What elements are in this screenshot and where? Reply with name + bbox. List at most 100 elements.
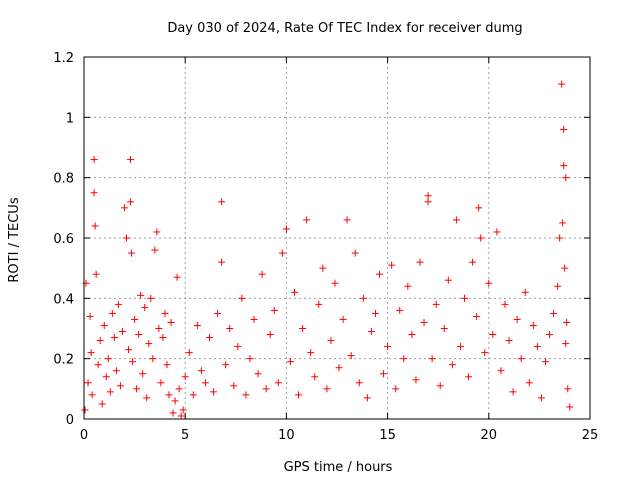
data-point (84, 379, 92, 387)
data-point (489, 331, 497, 339)
data-point (559, 219, 567, 227)
data-point (214, 309, 222, 317)
data-point (452, 216, 460, 224)
data-point (81, 406, 89, 414)
data-point (475, 204, 483, 212)
data-point (404, 282, 412, 290)
data-point (151, 246, 159, 254)
data-point (173, 273, 181, 281)
y-tick-label: 0.8 (53, 172, 74, 187)
data-point (550, 309, 558, 317)
data-point (380, 370, 388, 378)
data-point (343, 216, 351, 224)
data-point (181, 373, 189, 381)
data-point (147, 294, 155, 302)
data-point (554, 282, 562, 290)
data-point (129, 358, 137, 366)
data-point (564, 385, 572, 393)
data-point (210, 388, 218, 396)
data-point (86, 312, 94, 320)
data-point (436, 382, 444, 390)
x-tick-label: 10 (278, 428, 295, 443)
data-point (274, 379, 282, 387)
y-tick-label: 0.4 (53, 292, 74, 307)
data-point (92, 270, 100, 278)
data-point (432, 300, 440, 308)
data-point (234, 343, 242, 351)
data-point (408, 331, 416, 339)
data-point (465, 373, 473, 381)
data-point (127, 198, 135, 206)
data-point (440, 325, 448, 332)
data-point (363, 394, 371, 402)
data-point (88, 391, 96, 399)
data-point (90, 189, 98, 197)
data-point (238, 294, 246, 302)
data-point (473, 312, 481, 320)
data-point (159, 334, 167, 342)
data-point (179, 406, 187, 414)
data-point (193, 321, 201, 329)
x-axis-label: GPS time / hours (284, 460, 393, 475)
x-tick-label: 0 (80, 428, 88, 443)
data-point (400, 355, 408, 363)
data-point (286, 358, 294, 366)
data-point (558, 80, 566, 88)
data-point (278, 249, 286, 257)
data-point (127, 156, 135, 164)
data-point (513, 315, 521, 323)
data-point (485, 279, 493, 287)
data-point (355, 379, 363, 387)
data-point (448, 361, 456, 369)
data-point (525, 379, 533, 387)
data-point (118, 328, 126, 336)
data-point (493, 228, 501, 236)
x-tick-label: 20 (481, 428, 498, 443)
data-point (163, 361, 171, 369)
data-point (556, 234, 564, 242)
data-point (412, 376, 420, 384)
data-point (290, 288, 298, 296)
data-point (96, 337, 104, 345)
data-point (359, 294, 367, 302)
data-point (242, 391, 250, 399)
data-point (104, 355, 112, 363)
grid-lines (84, 57, 590, 419)
data-point (562, 340, 570, 348)
data-point (169, 409, 177, 417)
data-point (125, 346, 133, 354)
data-point (315, 300, 323, 308)
data-point (222, 361, 230, 369)
data-point (392, 385, 400, 393)
data-point (323, 385, 331, 393)
data-point (319, 264, 327, 272)
data-point (246, 355, 254, 363)
data-point (108, 309, 116, 317)
data-point (505, 337, 513, 345)
data-point (299, 325, 307, 332)
data-point (560, 162, 568, 170)
y-tick-label: 0.6 (53, 232, 74, 247)
data-point (307, 349, 315, 357)
data-point (153, 228, 161, 236)
data-point (367, 328, 375, 336)
data-point (566, 403, 574, 411)
data-point (254, 370, 262, 378)
x-tick-label: 15 (379, 428, 396, 443)
data-point (416, 258, 424, 266)
data-point (165, 391, 173, 399)
data-point (155, 325, 163, 332)
data-point (295, 391, 303, 399)
data-point (167, 318, 175, 326)
data-point (456, 343, 464, 351)
data-point (226, 325, 234, 332)
data-point (91, 222, 99, 230)
data-point (384, 343, 392, 351)
data-point (145, 340, 153, 348)
data-point (388, 261, 396, 269)
data-point (131, 315, 139, 323)
data-point (303, 216, 311, 224)
data-point (185, 349, 193, 357)
data-point (562, 174, 570, 182)
